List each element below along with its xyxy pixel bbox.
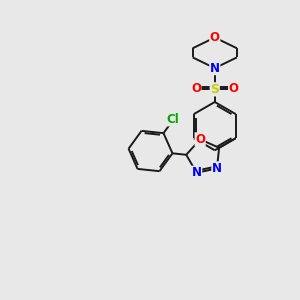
Text: N: N (210, 61, 220, 75)
Text: O: O (195, 133, 205, 146)
Text: N: N (212, 162, 222, 175)
Text: N: N (192, 166, 202, 179)
Text: S: S (210, 83, 219, 96)
Text: O: O (191, 82, 201, 95)
Text: Cl: Cl (166, 113, 179, 126)
Text: O: O (210, 31, 220, 44)
Text: O: O (229, 82, 238, 95)
